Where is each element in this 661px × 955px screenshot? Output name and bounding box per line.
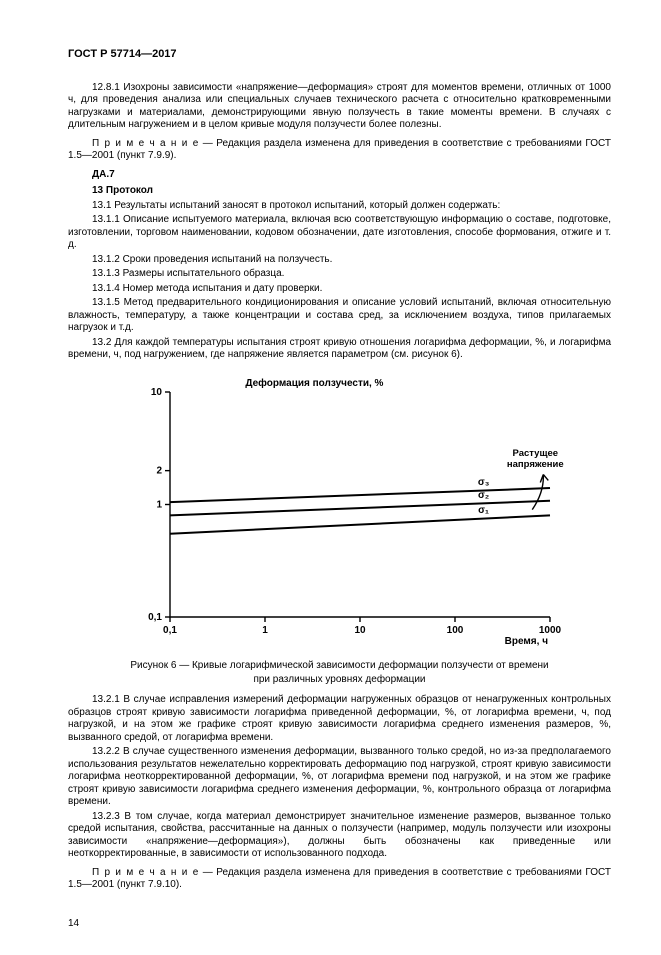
para-13-1-4: 13.1.4 Номер метода испытания и дату про… — [68, 283, 611, 296]
para-13-1-3: 13.1.3 Размеры испытательного образца. — [68, 268, 611, 281]
svg-text:10: 10 — [354, 625, 366, 636]
svg-text:0,1: 0,1 — [163, 625, 177, 636]
svg-text:100: 100 — [446, 625, 463, 636]
doc-header: ГОСТ Р 57714—2017 — [68, 48, 611, 62]
para-13-2: 13.2 Для каждой температуры испытания ст… — [68, 337, 611, 362]
creep-chart-svg: 0,1 1 10 100 1000Время, ч 0,1 1 2 10 Деформация п… — [115, 372, 565, 647]
para-13-1-5: 13.1.5 Метод предварительного кондициони… — [68, 297, 611, 335]
page: ГОСТ Р 57714—2017 12.8.1 Изохроны зависи… — [0, 0, 661, 955]
svg-text:1: 1 — [262, 625, 268, 636]
svg-text:1: 1 — [156, 499, 162, 510]
para-13-2-3: 13.2.3 В том случае, когда материал демо… — [68, 811, 611, 861]
svg-text:σ₁: σ₁ — [478, 505, 489, 516]
note-1-label: П р и м е ч а н и е — [92, 138, 199, 149]
svg-text:напряжение: напряжение — [506, 459, 563, 470]
svg-text:1000: 1000 — [538, 625, 561, 636]
para-13-1: 13.1 Результаты испытаний заносят в прот… — [68, 200, 611, 213]
figure-6: 0,1 1 10 100 1000Время, ч 0,1 1 2 10 Деформация п… — [68, 372, 611, 687]
svg-text:2: 2 — [156, 465, 162, 476]
svg-text:Растущее: Растущее — [512, 448, 558, 459]
sec-13: 13 Протокол — [68, 185, 611, 198]
svg-text:σ₃: σ₃ — [477, 477, 489, 488]
page-number: 14 — [68, 918, 611, 931]
para-13-2-1: 13.2.1 В случае исправления измерений де… — [68, 694, 611, 744]
figure-6-caption: Рисунок 6 — Кривые логарифмической завис… — [68, 659, 611, 686]
para-13-1-1: 13.1.1 Описание испытуемого материала, в… — [68, 214, 611, 252]
note-2-label: П р и м е ч а н и е — [92, 867, 199, 878]
para-13-2-2: 13.2.2 В случае существенного изменения … — [68, 746, 611, 809]
para-12-8-1: 12.8.1 Изохроны зависимости «напряжение—… — [68, 82, 611, 132]
sec-da7: ДА.7 — [68, 169, 611, 182]
note-2: П р и м е ч а н и е — Редакция раздела и… — [68, 867, 611, 892]
svg-text:Деформация ползучести, %: Деформация ползучести, % — [245, 377, 383, 389]
svg-text:Время, ч: Время, ч — [504, 636, 548, 647]
svg-text:10: 10 — [150, 387, 162, 398]
svg-text:0,1: 0,1 — [148, 612, 162, 623]
para-13-1-2: 13.1.2 Сроки проведения испытаний на пол… — [68, 254, 611, 267]
note-1: П р и м е ч а н и е — Редакция раздела и… — [68, 138, 611, 163]
